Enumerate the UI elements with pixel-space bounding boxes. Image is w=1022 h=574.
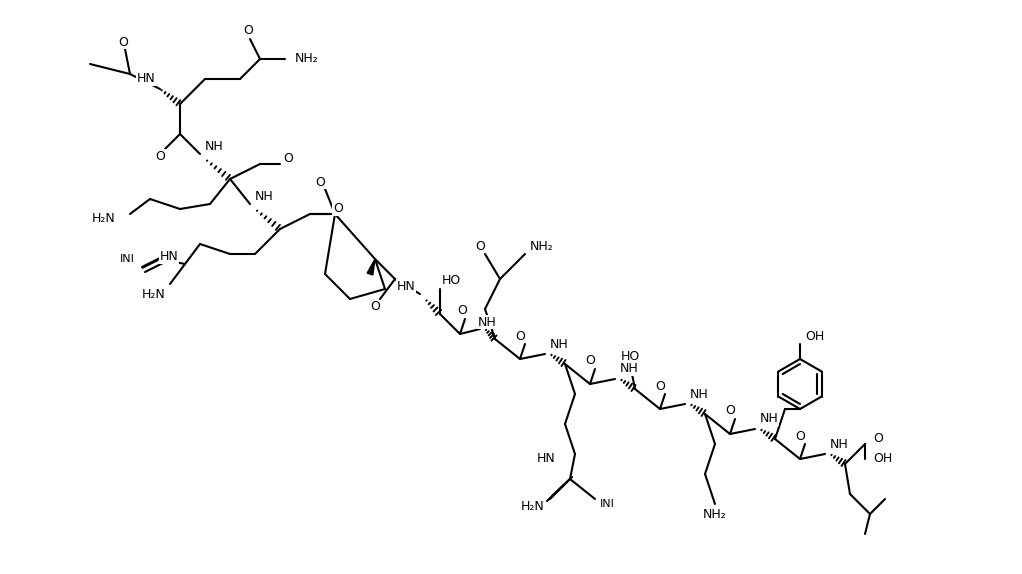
Polygon shape bbox=[367, 259, 375, 275]
Text: H₂N: H₂N bbox=[141, 288, 165, 301]
Text: O: O bbox=[585, 355, 595, 367]
Text: NH: NH bbox=[550, 338, 569, 351]
Text: HO: HO bbox=[620, 350, 640, 363]
Text: O: O bbox=[655, 379, 665, 393]
Text: OH: OH bbox=[805, 329, 825, 343]
Text: HN: HN bbox=[537, 452, 555, 466]
Text: NH: NH bbox=[760, 413, 779, 425]
Text: H₂N: H₂N bbox=[521, 499, 545, 513]
Text: HN: HN bbox=[136, 72, 155, 86]
Text: HN: HN bbox=[397, 280, 415, 293]
Text: O: O bbox=[155, 149, 165, 162]
Text: NH₂: NH₂ bbox=[703, 507, 727, 521]
Text: O: O bbox=[475, 239, 484, 253]
Text: O: O bbox=[370, 301, 380, 313]
Text: O: O bbox=[315, 176, 325, 188]
Text: H₂N: H₂N bbox=[91, 212, 115, 226]
Text: O: O bbox=[333, 203, 343, 215]
Text: NH₂: NH₂ bbox=[295, 52, 319, 65]
Text: INI: INI bbox=[121, 254, 135, 264]
Text: NH: NH bbox=[205, 139, 224, 153]
Text: NH: NH bbox=[620, 363, 639, 375]
Text: NH: NH bbox=[690, 387, 708, 401]
Text: O: O bbox=[725, 405, 735, 417]
Text: O: O bbox=[795, 429, 805, 443]
Text: NH: NH bbox=[830, 437, 848, 451]
Text: HO: HO bbox=[442, 274, 461, 288]
Text: O: O bbox=[457, 304, 467, 317]
Text: NH₂: NH₂ bbox=[530, 239, 554, 253]
Text: INI: INI bbox=[600, 499, 615, 509]
Text: OH: OH bbox=[873, 452, 892, 466]
Text: NH: NH bbox=[478, 316, 497, 328]
Text: O: O bbox=[873, 432, 883, 445]
Text: O: O bbox=[119, 36, 128, 48]
Text: O: O bbox=[283, 153, 293, 165]
Text: O: O bbox=[243, 25, 252, 37]
Text: O: O bbox=[515, 329, 525, 343]
Text: NH: NH bbox=[256, 191, 274, 204]
Text: HN: HN bbox=[159, 250, 178, 263]
